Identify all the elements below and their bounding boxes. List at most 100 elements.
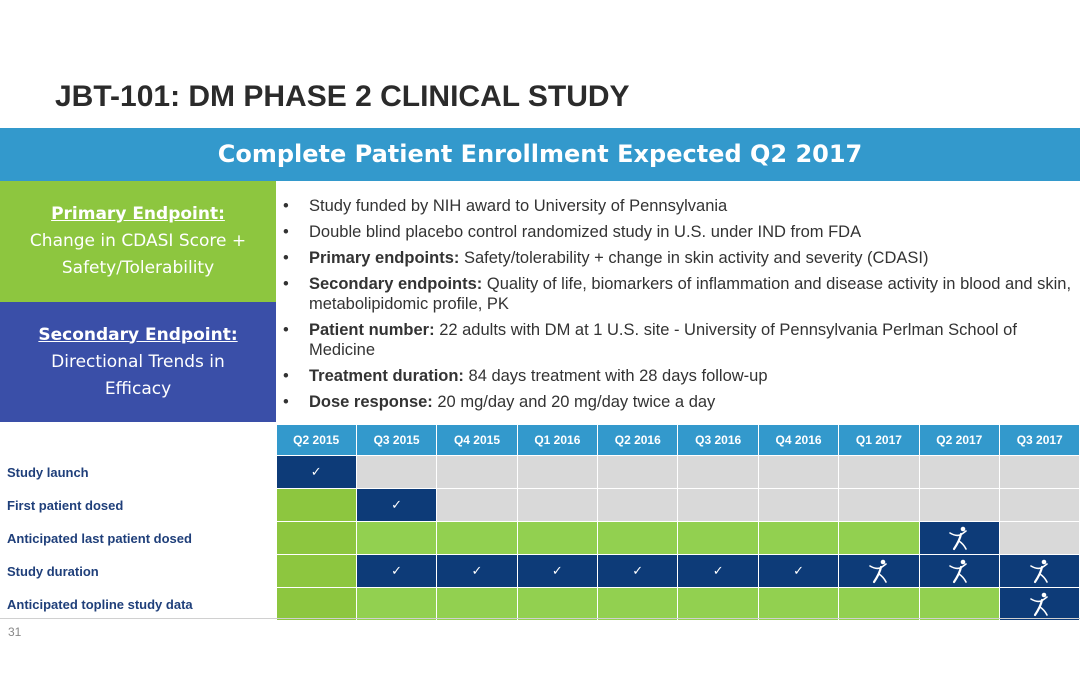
timeline-body: Study launch ✓ First patient dosed ✓ Anticip…	[0, 455, 1080, 621]
study-timeline-table: Q2 2015 Q3 2015 Q4 2015 Q1 2016 Q2 2016 Q3 20…	[0, 424, 1080, 621]
bullet-text: Safety/tolerability + change in skin act…	[459, 249, 929, 267]
timeline-cell	[677, 455, 759, 489]
timeline-cell: ✓	[275, 455, 357, 489]
timeline-cell	[918, 587, 1001, 621]
timeline-cell	[355, 521, 438, 555]
timeline-cell	[275, 554, 357, 588]
timeline-cell	[838, 521, 920, 555]
timeline-cell	[838, 455, 920, 489]
quarter-header: Q2 2017	[918, 424, 1001, 456]
milestone-label: Anticipated last patient dosed	[0, 521, 276, 555]
timeline-cell	[275, 488, 357, 522]
page-number: 31	[8, 625, 22, 639]
timeline-row: Study launch ✓	[0, 455, 1080, 489]
secondary-endpoint-line1: Directional Trends in	[51, 351, 225, 372]
timeline-cell: ✓	[516, 554, 599, 588]
timeline-cell	[355, 455, 438, 489]
checkmark-icon: ✓	[471, 563, 483, 578]
timeline-cell	[677, 488, 759, 522]
timeline-cell	[677, 587, 759, 621]
bullet-bold: Patient number:	[309, 321, 435, 339]
timeline-cell	[597, 455, 679, 489]
quarter-header: Q3 2015	[355, 424, 438, 456]
timeline-row: First patient dosed ✓	[0, 488, 1080, 522]
timeline-cell	[597, 488, 679, 522]
primary-endpoint-line2: Safety/Tolerability	[61, 258, 215, 278]
secondary-endpoint-box: Secondary Endpoint: Directional Trends i…	[0, 302, 276, 422]
milestone-label: Study launch	[0, 455, 276, 489]
timeline-cell	[516, 587, 599, 621]
milestone-label: First patient dosed	[0, 488, 276, 522]
checkmark-icon: ✓	[632, 563, 644, 578]
bullet-text: Quality of life, biomarkers of inflammat…	[309, 275, 1072, 313]
bullet-item: Secondary endpoints: Quality of life, bi…	[283, 274, 1075, 314]
dancing-figure-icon	[949, 526, 968, 551]
quarter-header: Q1 2016	[516, 424, 599, 456]
timeline-cell	[918, 521, 1001, 555]
bullet-text: Study funded by NIH award to University …	[309, 197, 728, 215]
secondary-endpoint-heading: Secondary Endpoint:	[38, 324, 238, 345]
bullet-item: Treatment duration: 84 days treatment wi…	[283, 366, 1075, 386]
bullet-item: Patient number: 22 adults with DM at 1 U…	[283, 320, 1075, 360]
milestone-label: Study duration	[0, 554, 276, 588]
timeline-cell	[757, 455, 840, 489]
timeline-row: Anticipated topline study data	[0, 587, 1080, 621]
quarter-header-row: Q2 2015 Q3 2015 Q4 2015 Q1 2016 Q2 2016 Q3 20…	[0, 424, 1080, 456]
timeline-cell	[436, 587, 518, 621]
milestone-label: Anticipated topline study data	[0, 587, 276, 621]
timeline-cell	[918, 488, 1001, 522]
study-details-list: Study funded by NIH award to University …	[283, 196, 1075, 418]
banner-text: Complete Patient Enrollment Expected Q2 …	[217, 140, 863, 168]
timeline-cell	[999, 521, 1080, 555]
bullet-item: Dose response: 20 mg/day and 20 mg/day t…	[283, 392, 1075, 412]
header-corner	[0, 424, 276, 456]
dancing-figure-icon	[869, 559, 887, 584]
timeline-cell	[757, 587, 840, 621]
footer-divider	[0, 618, 1080, 619]
timeline-cell	[838, 554, 920, 588]
slide-title: JBT-101: DM PHASE 2 CLINICAL STUDY	[55, 80, 630, 113]
bullet-item: Primary endpoints: Safety/tolerability +…	[283, 248, 1075, 268]
quarter-header: Q4 2016	[757, 424, 840, 456]
enrollment-banner: Complete Patient Enrollment Expected Q2 …	[0, 128, 1080, 181]
quarter-header: Q2 2015	[275, 424, 357, 456]
bullet-bold: Treatment duration:	[309, 367, 464, 385]
primary-endpoint-box: Primary Endpoint: Change in CDASI Score …	[0, 181, 276, 302]
primary-endpoint-line1: Change in CDASI Score +	[29, 231, 247, 251]
bullet-text: 84 days treatment with 28 days follow-up	[463, 367, 768, 385]
checkmark-icon: ✓	[391, 497, 403, 512]
bullet-item: Study funded by NIH award to University …	[283, 196, 1075, 216]
bullet-text: Double blind placebo control randomized …	[309, 223, 862, 241]
timeline-cell: ✓	[677, 554, 759, 588]
timeline-cell	[677, 521, 759, 555]
timeline-cell	[436, 455, 518, 489]
timeline-cell	[918, 554, 1001, 588]
quarter-header: Q2 2016	[597, 424, 679, 456]
checkmark-icon: ✓	[712, 563, 724, 578]
quarter-header: Q3 2016	[677, 424, 759, 456]
timeline-row: Anticipated last patient dosed	[0, 521, 1080, 555]
bullet-bold: Secondary endpoints:	[309, 275, 483, 293]
timeline-cell	[516, 488, 599, 522]
timeline-cell	[436, 521, 518, 555]
timeline-cell: ✓	[355, 554, 438, 588]
timeline-cell	[597, 521, 679, 555]
timeline-cell	[757, 488, 840, 522]
bullet-text: 22 adults with DM at 1 U.S. site - Unive…	[309, 321, 1017, 359]
timeline-cell	[999, 488, 1080, 522]
timeline-cell	[275, 587, 357, 621]
checkmark-icon: ✓	[391, 563, 403, 578]
timeline-cell	[838, 488, 920, 522]
dancing-figure-icon	[1029, 592, 1048, 617]
timeline-cell: ✓	[757, 554, 840, 588]
quarter-header: Q4 2015	[436, 424, 518, 456]
checkmark-icon: ✓	[793, 563, 804, 578]
timeline-cell	[516, 521, 599, 555]
timeline-cell	[275, 521, 357, 555]
primary-endpoint-heading: Primary Endpoint:	[51, 204, 225, 224]
quarter-header: Q1 2017	[838, 424, 920, 456]
checkmark-icon: ✓	[310, 464, 322, 479]
timeline-cell	[597, 587, 679, 621]
dancing-figure-icon	[1029, 559, 1048, 584]
timeline-cell	[355, 587, 438, 621]
